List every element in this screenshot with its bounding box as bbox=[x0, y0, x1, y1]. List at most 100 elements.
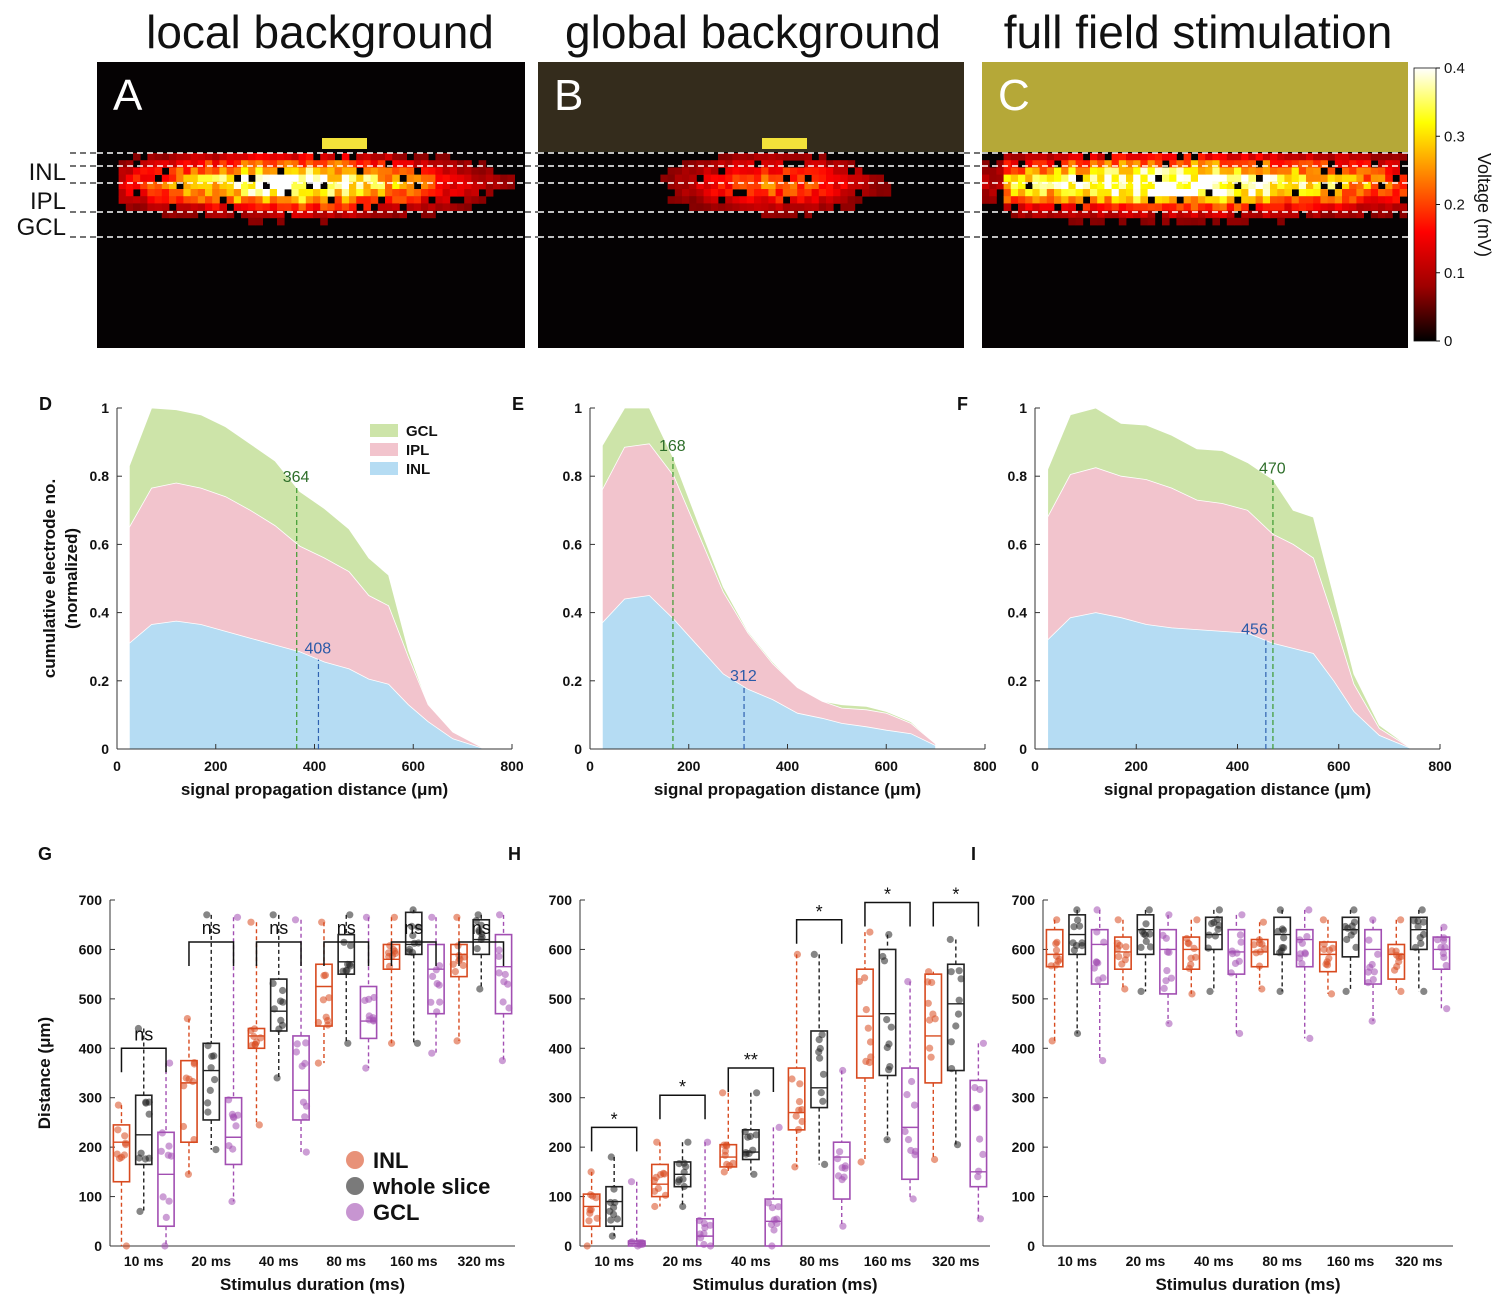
data-point bbox=[1078, 939, 1086, 947]
data-point bbox=[815, 1036, 823, 1044]
heatmap-cell bbox=[305, 203, 314, 211]
data-point bbox=[302, 1148, 310, 1156]
heatmap-cell bbox=[1126, 196, 1134, 204]
heatmap-cell bbox=[457, 167, 465, 175]
heatmap-cell bbox=[1327, 203, 1336, 211]
box-inl bbox=[179, 1015, 198, 1178]
heatmap-cell bbox=[1118, 153, 1127, 161]
heatmap-cell bbox=[226, 210, 235, 219]
marker-label: 408 bbox=[304, 641, 331, 658]
data-point bbox=[409, 931, 417, 940]
heatmap-cell bbox=[1133, 153, 1141, 161]
heatmap-cell bbox=[790, 167, 798, 175]
heatmap-cell bbox=[226, 181, 235, 190]
data-point bbox=[774, 1203, 783, 1211]
heatmap-cell bbox=[1327, 210, 1336, 219]
heatmap-cell bbox=[732, 153, 740, 161]
colorbar-title: Voltage (mV) bbox=[1474, 153, 1494, 257]
heatmap-cell bbox=[1356, 181, 1364, 190]
heatmap-cell bbox=[739, 181, 748, 190]
heatmap-cell bbox=[1061, 196, 1069, 204]
heatmap-cell bbox=[847, 196, 856, 204]
heatmap-cell bbox=[1046, 196, 1055, 204]
heatmap-cell bbox=[775, 160, 784, 168]
heatmap-cell bbox=[739, 203, 748, 211]
heatmap-cell bbox=[1126, 153, 1134, 161]
heatmap-cell bbox=[385, 189, 393, 197]
y-tick-label: 0.4 bbox=[90, 605, 110, 621]
heatmap-cell bbox=[406, 167, 415, 175]
heatmap-cell bbox=[349, 203, 357, 211]
data-point bbox=[1145, 906, 1153, 914]
heatmap-cell bbox=[197, 189, 206, 197]
box-whole bbox=[472, 911, 491, 993]
heatmap-cells bbox=[118, 153, 515, 226]
heatmap-cell bbox=[399, 189, 407, 197]
heatmap-cell bbox=[1262, 153, 1271, 161]
heatmap-cell bbox=[1169, 189, 1177, 197]
heatmap-cell bbox=[1190, 210, 1199, 219]
heatmap-cell bbox=[269, 160, 278, 168]
heatmap-cell bbox=[1054, 174, 1062, 183]
data-point bbox=[742, 1149, 750, 1157]
heatmap-cell bbox=[732, 181, 740, 190]
heatmap-cell bbox=[1054, 210, 1062, 219]
heatmap-cell bbox=[1126, 160, 1134, 168]
box-iqr bbox=[494, 933, 513, 1015]
box-iqr bbox=[157, 1131, 175, 1228]
heatmap-cell bbox=[1133, 203, 1141, 211]
heatmap-cell bbox=[233, 189, 242, 197]
data-point bbox=[388, 1039, 396, 1047]
box-gcl bbox=[1159, 911, 1178, 1028]
heatmap-cell bbox=[1176, 189, 1184, 197]
data-point bbox=[232, 1122, 240, 1130]
box-whole bbox=[134, 1024, 153, 1215]
heatmap-cell bbox=[811, 196, 820, 204]
heatmap-cell bbox=[1061, 189, 1069, 197]
heatmap-cell bbox=[1234, 174, 1242, 183]
y-tick-label: 0.6 bbox=[1008, 536, 1028, 552]
heatmap-cell bbox=[241, 174, 249, 183]
heatmap-cell bbox=[1154, 181, 1163, 190]
data-point bbox=[1121, 985, 1129, 993]
heatmap-cell bbox=[1075, 160, 1084, 168]
heatmap-cell bbox=[161, 189, 170, 197]
data-point bbox=[1236, 931, 1244, 939]
heatmap-cell bbox=[1342, 167, 1350, 175]
data-point bbox=[1261, 945, 1269, 953]
data-point bbox=[472, 917, 480, 925]
box-inl bbox=[924, 968, 943, 1164]
data-point bbox=[1163, 967, 1171, 975]
data-point bbox=[1204, 944, 1212, 952]
heatmap-cell bbox=[118, 196, 127, 204]
heatmap-cell bbox=[1162, 217, 1170, 226]
heatmap-cell bbox=[739, 196, 748, 204]
heatmap-cell bbox=[761, 153, 769, 161]
heatmap-cell bbox=[349, 210, 357, 219]
data-point bbox=[495, 969, 503, 977]
heatmap-cell bbox=[1068, 174, 1076, 183]
data-point bbox=[1350, 906, 1358, 914]
heatmap-cell bbox=[1284, 196, 1292, 204]
heatmap-cell bbox=[1118, 181, 1127, 190]
heatmap-cell bbox=[1349, 189, 1357, 197]
box-whole bbox=[673, 1138, 692, 1211]
data-point bbox=[1374, 950, 1382, 958]
heatmap-cell bbox=[862, 189, 870, 197]
data-point bbox=[862, 1006, 870, 1014]
heatmap-cell bbox=[1003, 153, 1012, 161]
heatmap-cell bbox=[1356, 174, 1364, 183]
heatmap-cell bbox=[1104, 203, 1112, 211]
data-point bbox=[611, 1199, 619, 1207]
data-point bbox=[145, 1098, 153, 1106]
heatmap-cell bbox=[1198, 189, 1206, 197]
heatmap-cell bbox=[341, 210, 350, 219]
data-point bbox=[1278, 925, 1286, 933]
heatmap-cell bbox=[399, 167, 407, 175]
data-point bbox=[453, 913, 461, 921]
heatmap-cell bbox=[1320, 153, 1328, 161]
heatmap-cell bbox=[421, 167, 429, 175]
heatmap-cell bbox=[485, 189, 494, 197]
heatmap-cell bbox=[1118, 174, 1127, 183]
heatmap-cell bbox=[1320, 174, 1328, 183]
